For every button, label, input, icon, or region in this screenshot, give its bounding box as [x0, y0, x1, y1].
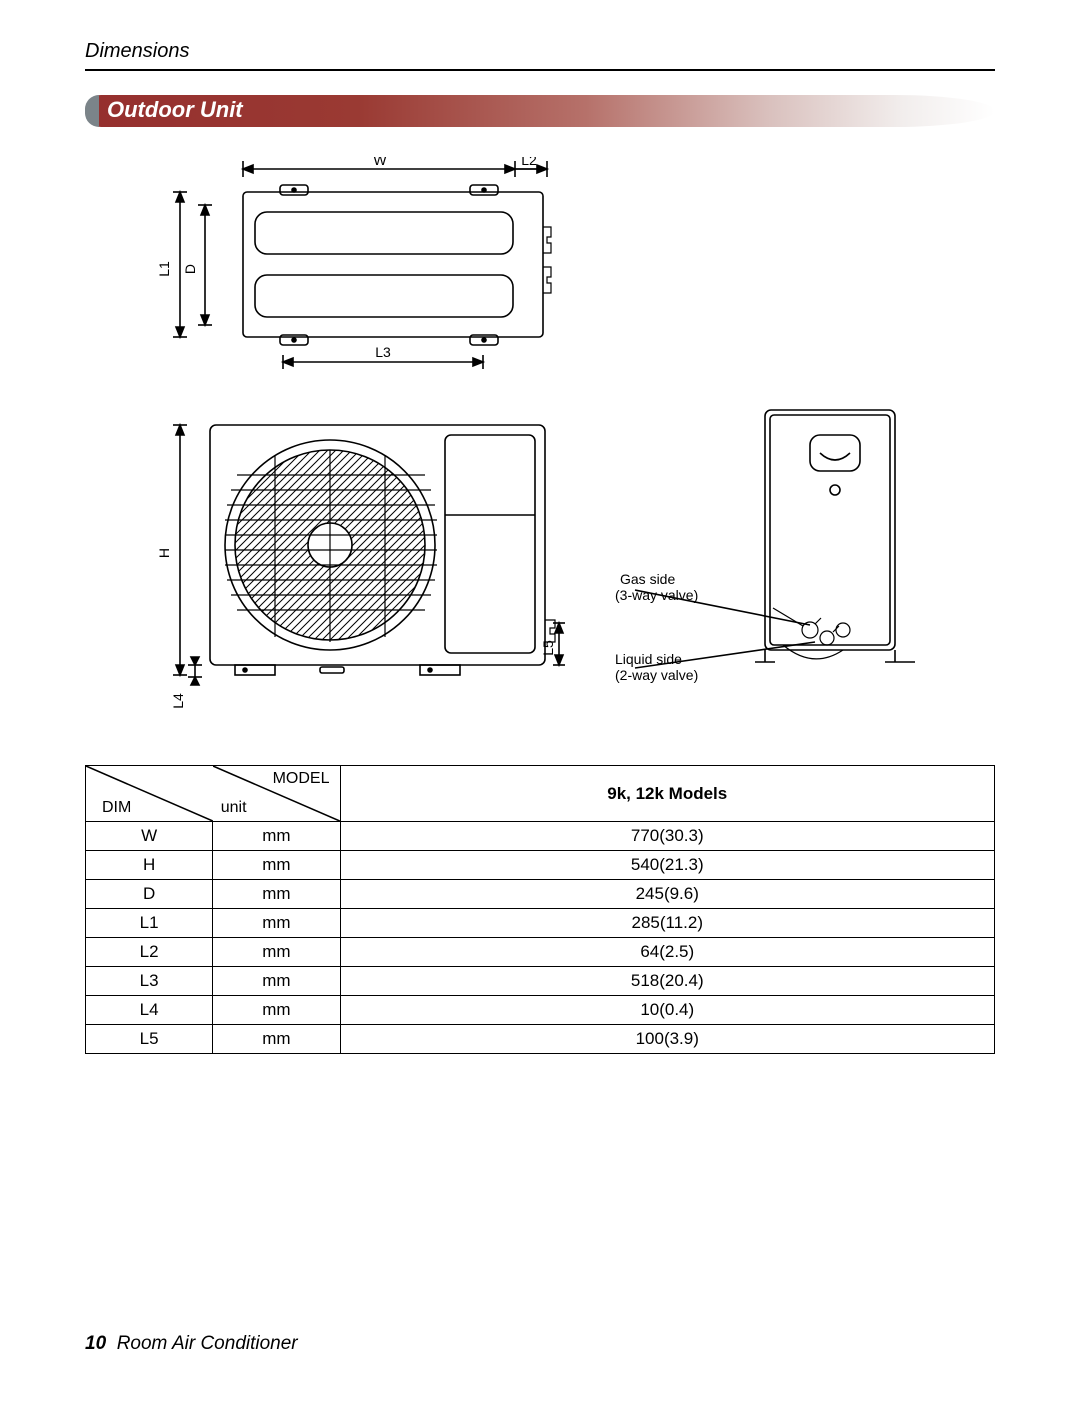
table-row: Hmm540(21.3) [86, 851, 995, 880]
unit-header: unit [221, 799, 247, 817]
dimensions-table: DIM MODEL unit 9k, 12k Models Wmm770(30.… [85, 765, 995, 1054]
model-header: MODEL [273, 770, 330, 788]
models-column-header: 9k, 12k Models [340, 766, 995, 822]
page-section-title: Dimensions [85, 40, 995, 63]
table-row: Dmm245(9.6) [86, 880, 995, 909]
section-banner-label: Outdoor Unit [107, 97, 243, 123]
svg-text:W: W [373, 157, 387, 168]
header-rule [85, 69, 995, 71]
table-row: L4mm10(0.4) [86, 996, 995, 1025]
liquid-valve-label: (2-way valve) [615, 667, 698, 683]
svg-text:H: H [156, 548, 172, 558]
svg-text:L5: L5 [540, 640, 556, 656]
gas-side-label: Gas side [620, 571, 675, 587]
gas-valve-label: (3-way valve) [615, 587, 698, 603]
svg-text:D: D [182, 264, 198, 274]
svg-text:L4: L4 [170, 693, 186, 709]
dimensions-table-wrap: DIM MODEL unit 9k, 12k Models Wmm770(30.… [85, 765, 995, 1054]
section-banner: Outdoor Unit [85, 95, 995, 127]
table-row: L3mm518(20.4) [86, 967, 995, 996]
liquid-side-label: Liquid side [615, 651, 682, 667]
svg-text:L1: L1 [156, 261, 172, 277]
outdoor-unit-side-view: Gas side (3-way valve) Liquid side (2-wa… [615, 390, 925, 710]
page-number: 10 [85, 1333, 106, 1354]
table-row: Wmm770(30.3) [86, 822, 995, 851]
page-footer: 10 Room Air Conditioner [85, 1333, 298, 1355]
table-row: L2mm64(2.5) [86, 938, 995, 967]
table-header-row: DIM MODEL unit 9k, 12k Models [86, 766, 995, 822]
dim-header: DIM [102, 799, 131, 817]
outdoor-unit-front-view: H [125, 405, 565, 725]
svg-text:L3: L3 [375, 344, 391, 360]
outdoor-unit-top-view: W L2 [125, 157, 565, 387]
table-row: L5mm100(3.9) [86, 1025, 995, 1054]
svg-text:L2: L2 [521, 157, 537, 168]
table-row: L1mm285(11.2) [86, 909, 995, 938]
diagram-area: W L2 [125, 157, 995, 725]
footer-title: Room Air Conditioner [117, 1333, 298, 1354]
